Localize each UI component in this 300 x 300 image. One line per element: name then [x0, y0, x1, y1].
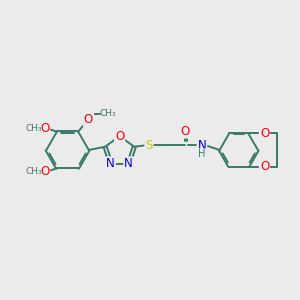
Text: O: O: [40, 165, 49, 178]
Text: CH₃: CH₃: [26, 167, 42, 176]
Text: O: O: [180, 124, 190, 138]
Text: O: O: [40, 122, 49, 135]
Text: O: O: [260, 160, 269, 173]
Text: CH₃: CH₃: [100, 110, 116, 118]
Text: O: O: [115, 130, 124, 143]
Text: S: S: [145, 139, 153, 152]
Text: N: N: [198, 139, 206, 152]
Text: CH₃: CH₃: [26, 124, 42, 133]
Text: N: N: [106, 158, 115, 170]
Text: H: H: [198, 149, 206, 159]
Text: N: N: [124, 158, 133, 170]
Text: O: O: [84, 113, 93, 126]
Text: O: O: [260, 127, 269, 140]
